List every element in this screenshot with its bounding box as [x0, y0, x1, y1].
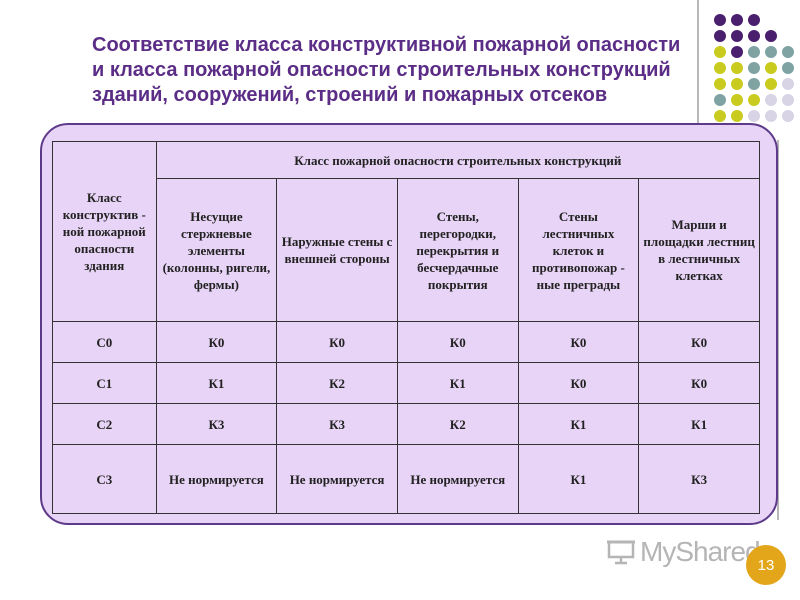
- table-row: С1 К1 К2 К1 К0 К0: [52, 362, 760, 404]
- table-cell: К1: [396, 362, 519, 404]
- table-cell: С2: [52, 403, 157, 445]
- table-cell: К3: [276, 403, 398, 445]
- subheader-stairwell-walls: Стены лестничных клеток и противопожар -…: [517, 178, 640, 322]
- table-cell: С0: [52, 321, 157, 363]
- table-cell: К2: [396, 403, 519, 445]
- table-cell: К0: [638, 321, 760, 363]
- decor-dot: [731, 110, 743, 122]
- table-cell: Не нормируется: [155, 444, 278, 514]
- table-cell: К0: [276, 321, 398, 363]
- decor-dot: [748, 14, 760, 26]
- table-cell: К1: [155, 362, 278, 404]
- decor-dot: [714, 30, 726, 42]
- decor-dot: [765, 46, 777, 58]
- decor-dot: [765, 78, 777, 90]
- decor-dot: [731, 62, 743, 74]
- decor-dot: [782, 46, 794, 58]
- decor-dot: [748, 46, 760, 58]
- table-row: С3 Не нормируется Не нормируется Не норм…: [52, 444, 760, 514]
- table-cell: К3: [638, 444, 760, 514]
- subheader-load-bearing: Несущие стержневые элементы (колонны, ри…: [155, 178, 278, 322]
- slide-title: Соответствие класса конструктивной пожар…: [92, 34, 681, 106]
- subheader-stair-flights: Марши и площадки лестниц в лестничных кл…: [638, 178, 760, 322]
- decor-dot: [731, 94, 743, 106]
- table-cell: Не нормируется: [396, 444, 519, 514]
- decor-dot: [765, 62, 777, 74]
- table-cell: К3: [155, 403, 278, 445]
- decor-dot: [782, 78, 794, 90]
- subheader-partitions: Стены, перегородки, перекрытия и бесчерд…: [396, 178, 519, 322]
- table-cell: К0: [155, 321, 278, 363]
- logo-text: MyShared: [640, 536, 761, 567]
- decor-dot: [731, 14, 743, 26]
- decor-dot: [765, 110, 777, 122]
- table-cell: С3: [52, 444, 157, 514]
- header-construction-class: Класс пожарной опасности строительных ко…: [155, 141, 761, 179]
- table-cell: К0: [396, 321, 519, 363]
- page-number-badge: 13: [746, 545, 786, 585]
- table-header-row: Класс конструктив - ной пожарной опаснос…: [52, 141, 761, 322]
- table-cell: К0: [638, 362, 760, 404]
- decor-vertical-line: [697, 0, 699, 125]
- decor-dot: [731, 78, 743, 90]
- table-cell: К1: [638, 403, 760, 445]
- myshared-logo[interactable]: MyShared: [606, 536, 761, 568]
- table-cell: К2: [276, 362, 398, 404]
- decor-dot: [782, 62, 794, 74]
- decor-dot: [748, 30, 760, 42]
- decor-dot: [748, 94, 760, 106]
- decor-dot: [748, 110, 760, 122]
- decor-dot: [714, 78, 726, 90]
- table-cell: С1: [52, 362, 157, 404]
- decor-vertical-line-lower: [777, 140, 779, 520]
- decor-dot: [765, 30, 777, 42]
- table-cell: К1: [517, 403, 640, 445]
- table-cell: К0: [517, 321, 640, 363]
- table-cell: К1: [517, 444, 640, 514]
- presentation-board-icon: [606, 539, 636, 565]
- decor-dot: [782, 94, 794, 106]
- decor-dot: [748, 62, 760, 74]
- decor-dot: [714, 14, 726, 26]
- header-building-class: Класс конструктив - ной пожарной опаснос…: [52, 141, 157, 322]
- subheader-external-walls: Наружные стены с внешней стороны: [276, 178, 398, 322]
- decor-dot: [714, 110, 726, 122]
- decor-dot: [782, 110, 794, 122]
- fire-hazard-table: Класс конструктив - ной пожарной опаснос…: [52, 141, 761, 514]
- table-subheader-row: Несущие стержневые элементы (колонны, ри…: [53, 178, 760, 322]
- table-cell: К0: [517, 362, 640, 404]
- decor-dot: [765, 94, 777, 106]
- table-row: С2 К3 К3 К2 К1 К1: [52, 403, 760, 445]
- table-cell: Не нормируется: [276, 444, 398, 514]
- decor-dot: [748, 78, 760, 90]
- decor-dot: [714, 62, 726, 74]
- decor-dot: [731, 30, 743, 42]
- table-row: С0 К0 К0 К0 К0 К0: [52, 321, 760, 363]
- decor-dot: [714, 94, 726, 106]
- decor-dot: [731, 46, 743, 58]
- decor-dot: [714, 46, 726, 58]
